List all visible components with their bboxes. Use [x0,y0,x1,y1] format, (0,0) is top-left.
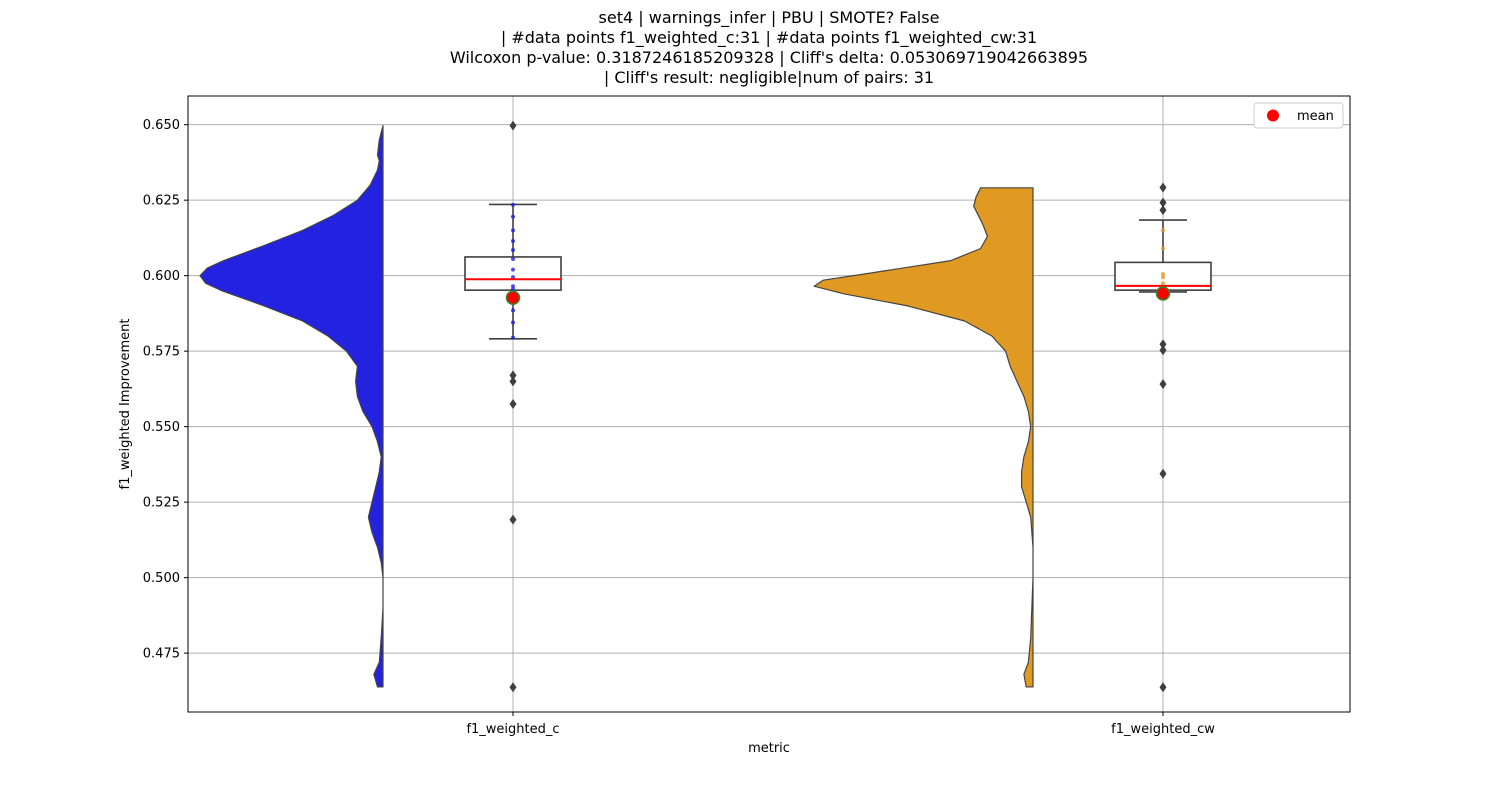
data-point [511,275,515,280]
boxplot-f1_weighted_cw [1114,182,1212,693]
data-point [1161,272,1165,277]
y-tick-label: 0.575 [143,345,180,360]
y-tick-label: 0.525 [143,496,180,511]
violin-f1_weighted_cw [813,187,1034,688]
y-tick-label: 0.650 [143,118,180,133]
x-axis-label: metric [748,741,790,756]
y-tick-label: 0.625 [143,194,180,209]
legend: mean [1253,102,1344,129]
data-point [1161,246,1165,251]
y-tick-label: 0.500 [143,571,180,586]
data-point [1161,275,1165,280]
outlier-marker [1159,182,1167,193]
legend-frame [1253,102,1344,129]
legend-mean-label: mean [1297,109,1334,124]
outlier-marker [509,120,517,131]
title-line-1: set4 | warnings_infer | PBU | SMOTE? Fal… [598,8,940,27]
x-axis-ticks: f1_weighted_c f1_weighted_cw [466,712,1215,737]
y-tick-label: 0.475 [143,647,180,662]
data-point [511,267,515,272]
outlier-marker [1159,345,1167,356]
outlier-marker [509,376,517,387]
data-point [511,238,515,243]
data-point [511,202,515,207]
outlier-marker [1159,205,1167,216]
mean-marker [1155,286,1171,301]
outlier-marker [509,399,517,409]
x-tick-label: f1_weighted_cw [1111,722,1215,737]
outlier-marker [1159,468,1167,479]
chart-title: set4 | warnings_infer | PBU | SMOTE? Fal… [0,8,1500,88]
y-tick-label: 0.550 [143,420,180,435]
boxplot-f1_weighted_c [464,120,562,693]
data-point [511,228,515,233]
title-line-4: | Cliff's result: negligible|num of pair… [603,68,935,87]
violins [199,124,1034,688]
title-line-2: | #data points f1_weighted_c:31 | #data … [500,28,1038,47]
outlier-marker [1159,339,1167,350]
outlier-marker [1159,197,1167,208]
data-point [511,335,515,340]
data-point [511,214,515,219]
data-point [1161,228,1165,233]
y-tick-label: 0.600 [143,269,180,284]
data-point [1161,281,1165,286]
outlier-marker [509,370,517,381]
violin-f1_weighted_c [199,124,384,688]
outlier-marker [1159,682,1167,693]
data-point [511,248,515,252]
data-point [511,308,515,313]
mean-marker [505,290,521,305]
plot-area-frame [187,95,1351,713]
data-point [511,320,515,325]
data-point [511,257,515,262]
title-line-3: Wilcoxon p-value: 0.3187246185209328 | C… [449,48,1089,67]
legend-mean-marker [1267,109,1279,122]
outlier-marker [1159,379,1167,390]
data-point [511,287,515,292]
box-plots [464,120,1212,693]
outlier-marker [509,514,517,525]
data-point [511,284,515,289]
x-tick-label: f1_weighted_c [466,722,559,737]
outlier-marker [509,682,517,693]
y-axis-ticks: 0.475 0.500 0.525 0.550 0.575 0.600 0.625 0.650 [143,118,188,662]
y-axis-label: f1_weighted Improvement [118,318,133,489]
